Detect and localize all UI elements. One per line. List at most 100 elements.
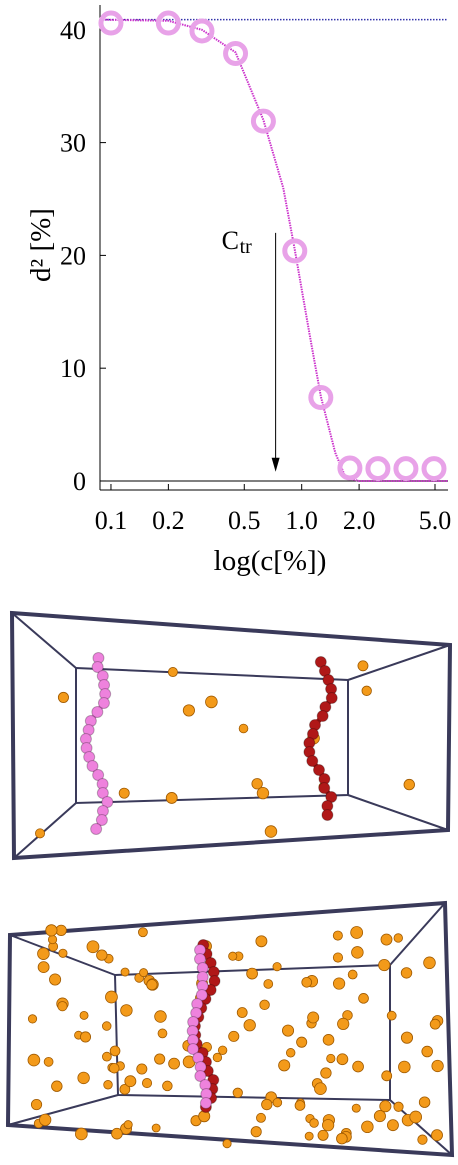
particle [309,1118,319,1128]
particle [421,1045,433,1058]
particle [285,1048,296,1058]
particle [403,778,415,791]
particle [167,667,178,678]
particle [37,961,50,974]
particle [322,1119,335,1132]
particle [111,1127,123,1140]
particle [120,967,130,977]
x-tick-label: 5.0 [419,506,452,535]
particle [37,947,50,960]
particle [278,1059,291,1072]
particle [296,1036,308,1048]
particle [256,786,270,800]
y-tick-label: 30 [60,129,86,158]
particle [351,946,364,959]
particle [217,1045,228,1055]
monomer [195,989,208,1001]
particle [409,1110,423,1124]
particle [57,1001,68,1012]
particle [138,927,148,938]
x-tick-label: 0.2 [152,506,185,535]
particle [261,1098,273,1111]
particle [400,1031,414,1044]
particle [259,999,270,1011]
data-point [282,238,308,264]
monomer [321,809,334,821]
monomer [95,814,108,826]
y-tick-label: 20 [60,241,86,270]
particle [57,691,69,703]
particle [120,1004,133,1017]
particle [381,1070,393,1082]
monomer [86,760,99,772]
particle [30,1098,43,1111]
particle [431,1059,444,1073]
particle [236,1007,248,1018]
chart: 0 10 20 30 40 0.1 0.2 0.5 1.0 2.0 5.0 log(c[%]) d² [… [25,5,451,577]
particle [108,1062,120,1074]
particle [101,1021,112,1031]
data-point [223,41,249,66]
particle [75,1127,88,1141]
particle [358,993,369,1004]
particle [157,1028,168,1039]
particle [139,968,149,978]
particle [151,1123,161,1133]
particle [314,1082,327,1095]
monomer [199,1097,212,1109]
monomer [91,661,104,673]
monomer [101,796,114,808]
data-point [189,18,215,44]
particle [423,956,436,970]
data-point [155,10,181,36]
particle [263,979,274,989]
particle [168,1057,180,1070]
monomer [306,755,319,767]
particle [373,1110,386,1123]
y-tick-label: 0 [73,467,86,496]
monomer [316,710,329,722]
particle [118,787,130,799]
particle [182,704,195,717]
monomer [91,706,104,718]
particle [320,1067,332,1079]
particle [27,1053,41,1067]
annotation-arrowhead [271,457,280,472]
particle [51,1080,63,1092]
particle [418,1096,431,1108]
particle [35,828,46,839]
particle [162,1080,173,1092]
y-axis-label: d² [%] [25,208,57,282]
particle [393,933,403,943]
annotation-subscript: tr [240,236,253,258]
particle [326,1053,336,1064]
particle [272,962,282,972]
particle [39,1113,52,1126]
monomer [187,1043,200,1055]
monomer [325,692,338,704]
particle [47,934,58,945]
particle [79,1010,89,1020]
particle [165,792,178,804]
x-tick-label: 0.1 [95,506,128,535]
particle [55,924,67,936]
outer-box [9,610,453,861]
particle [154,1053,166,1065]
particle [332,952,344,963]
y-tick-label: 10 [60,354,86,383]
particle [123,1120,133,1130]
simulation-box-bottom [5,900,455,1158]
data-point [337,455,363,481]
particle [256,1112,266,1123]
particle [379,1100,392,1113]
particle [232,1087,243,1098]
particle [332,930,343,941]
data-point [421,456,447,482]
particle [124,1075,137,1088]
simulation-box-top [9,610,453,861]
particle [429,1018,441,1030]
data-point [98,10,124,36]
monomer [92,769,105,781]
particle [398,1060,411,1074]
particle [351,1103,361,1113]
